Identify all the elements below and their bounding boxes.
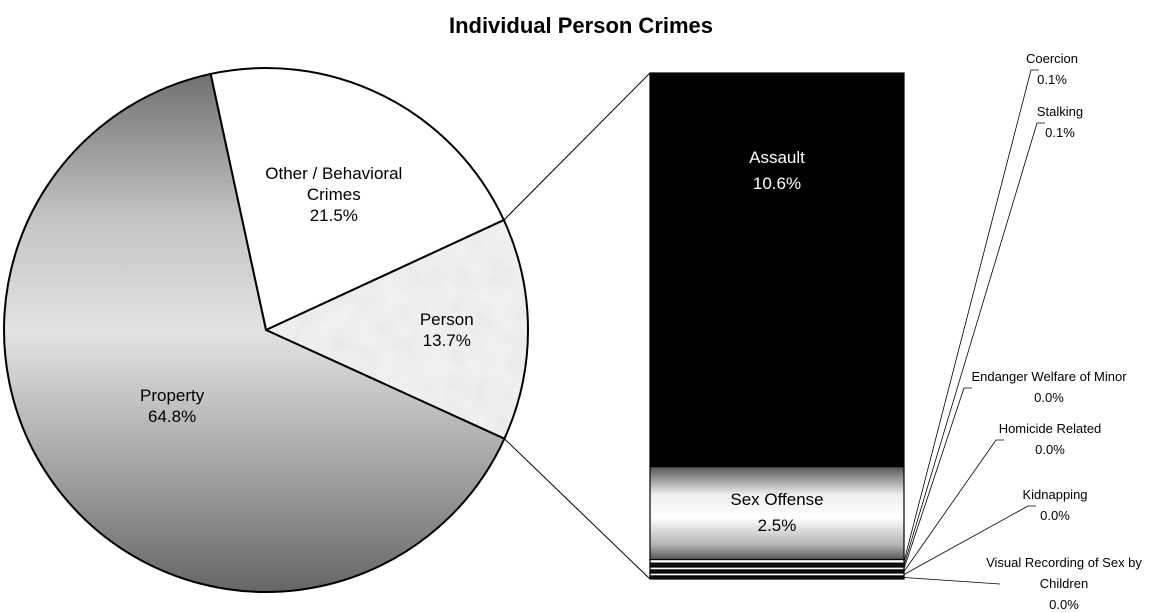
callout-endanger-welfare-of-minor-leader — [903, 387, 972, 569]
callout-kidnapping-leader — [903, 505, 1036, 575]
pie-label-other-behavioral-crimes: 21.5% — [310, 206, 358, 225]
callout-homicide-related-leader — [903, 439, 1004, 572]
bar-label-assault: Assault — [749, 148, 805, 167]
callout-stalking-label: 0.1% — [1045, 125, 1075, 140]
connector-line-top — [503, 72, 651, 221]
pie-label-property: Property — [140, 386, 205, 405]
callout-visual-recording-of-sex-by-children-leader — [903, 577, 1001, 585]
bar-segment-assault — [649, 72, 905, 468]
chart-title: Individual Person Crimes — [449, 13, 713, 38]
callout-endanger-welfare-of-minor-label: 0.0% — [1034, 390, 1064, 405]
callout-endanger-welfare-of-minor-label: Endanger Welfare of Minor — [971, 369, 1127, 384]
pie-label-property: 64.8% — [148, 407, 196, 426]
bar-callouts: Coercion 0.1% Stalking 0.1% Endanger Welfare… — [903, 51, 1142, 612]
pie-label-other-behavioral-crimes: Other / Behavioral — [265, 164, 402, 183]
callout-kidnapping-label: Kidnapping — [1022, 487, 1087, 502]
pie-slice-other-behavioral-crimes — [209, 67, 506, 332]
bar-label-assault: 10.6% — [753, 174, 801, 193]
pie: Other / Behavioral Crimes 21.5% Person 13.7%… — [3, 67, 529, 593]
connector-lines — [503, 72, 651, 580]
pie-label-person: 13.7% — [423, 331, 471, 350]
bar-segment-sex-offense — [649, 466, 905, 561]
callout-kidnapping-label: 0.0% — [1040, 508, 1070, 523]
callout-homicide-related-label: 0.0% — [1035, 442, 1065, 457]
bar-label-sex-offense: 2.5% — [758, 516, 797, 535]
callout-visual-recording-of-sex-by-children-label: Visual Recording of Sex by — [986, 555, 1142, 570]
callout-coercion-leader — [903, 69, 1039, 562]
pie-slice-property — [3, 72, 506, 593]
pie-label-other-behavioral-crimes: Crimes — [307, 185, 361, 204]
callout-visual-recording-of-sex-by-children-label: 0.0% — [1049, 597, 1079, 612]
callout-homicide-related-label: Homicide Related — [999, 421, 1102, 436]
callout-stalking-label: Stalking — [1037, 104, 1083, 119]
callout-coercion-label: Coercion — [1026, 51, 1078, 66]
pie-label-person: Person — [420, 310, 474, 329]
bar-label-sex-offense: Sex Offense — [730, 490, 823, 509]
connector-line-bottom — [504, 438, 651, 580]
callout-stalking-leader — [903, 122, 1045, 566]
bar-segment-visual-recording-of-sex-by-children — [649, 575, 905, 580]
callout-visual-recording-of-sex-by-children-label: Children — [1040, 576, 1088, 591]
stacked-bar: Assault 10.6% Sex Offense 2.5% — [649, 72, 905, 580]
callout-coercion-label: 0.1% — [1037, 72, 1067, 87]
pie-slice-person-outline — [263, 218, 529, 441]
